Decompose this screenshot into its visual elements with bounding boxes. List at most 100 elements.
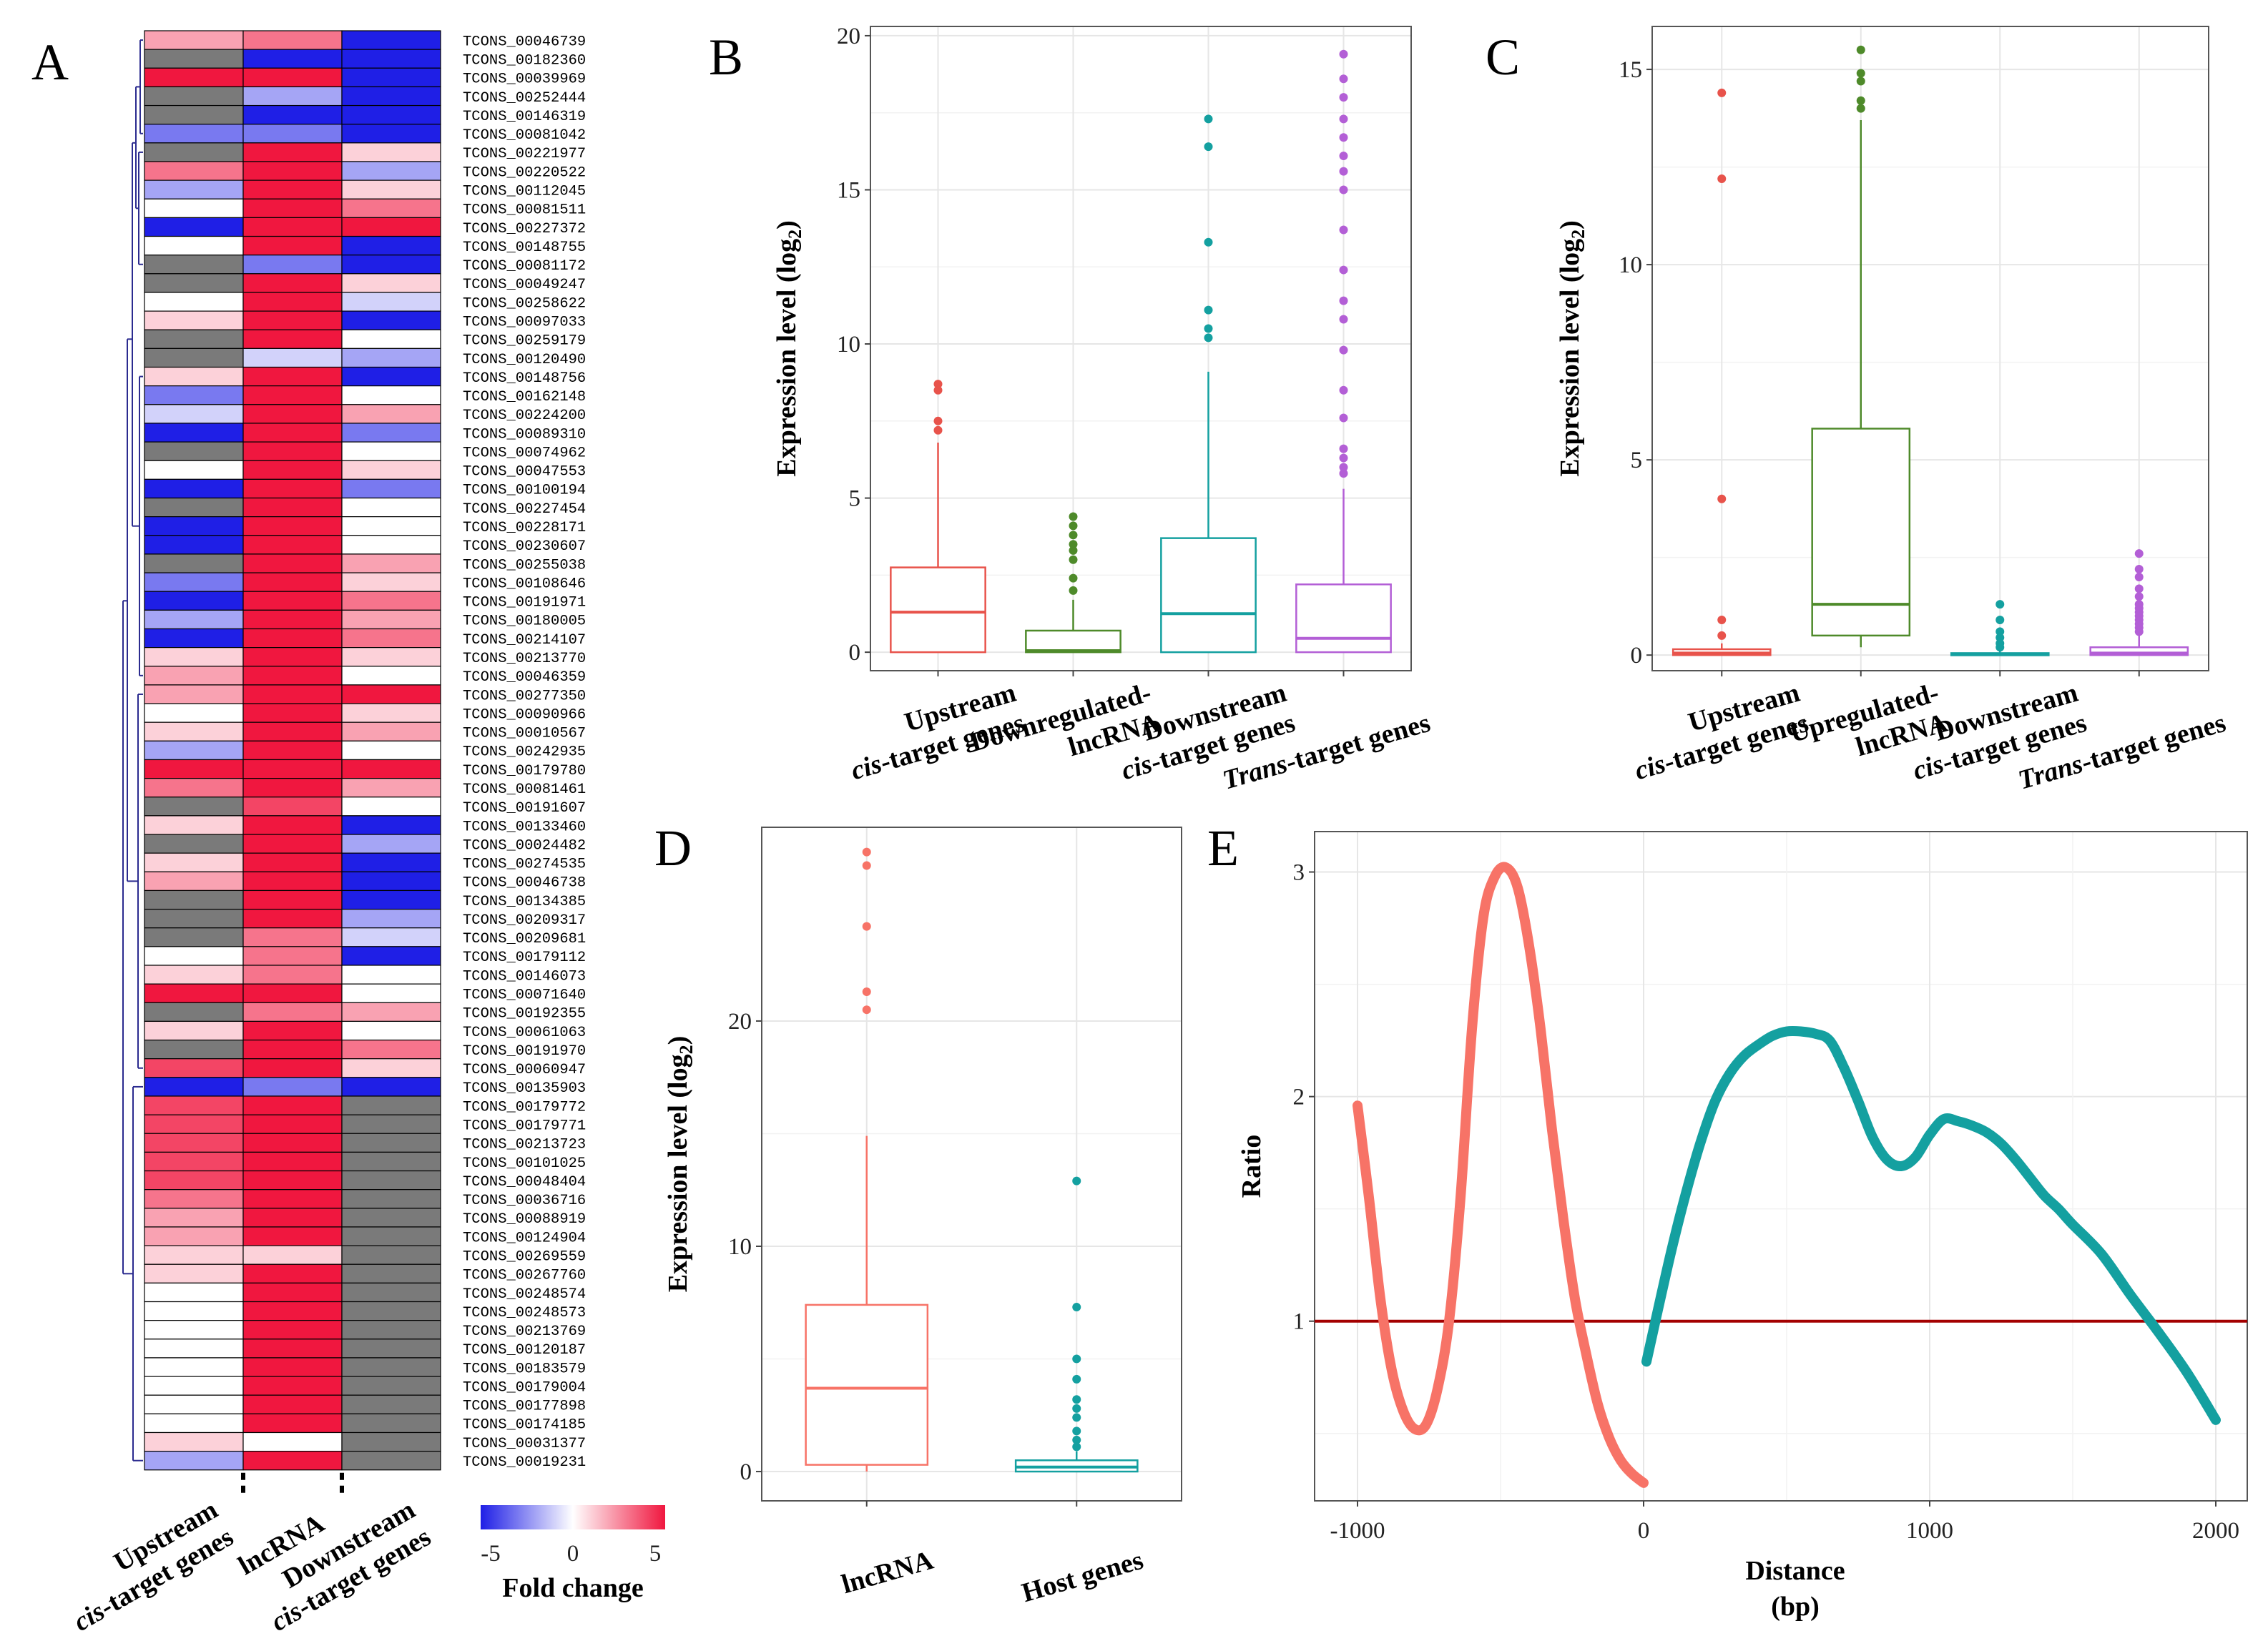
outlier-point (1856, 77, 1865, 86)
y-tick-label: 0 (740, 1459, 752, 1485)
y-axis-title: Ratio (1237, 1135, 1267, 1198)
heatmap-cell (341, 666, 441, 686)
row-label: TCONS_00227454 (463, 501, 586, 518)
heatmap-cell (242, 628, 343, 649)
heatmap-cell (242, 1133, 343, 1153)
heatmap-cell (242, 198, 343, 219)
heatmap-cell (144, 423, 244, 443)
outlier-point (1069, 573, 1078, 583)
heatmap-cell (341, 1114, 441, 1134)
row-label: TCONS_00049247 (463, 277, 586, 293)
heatmap-cell (242, 142, 343, 162)
outlier-point (2134, 592, 2144, 601)
heatmap-cell (341, 965, 441, 985)
heatmap-cell (242, 1058, 343, 1078)
outlier-point (1072, 1176, 1081, 1186)
heatmap-cell (341, 1320, 441, 1340)
row-label: TCONS_00179771 (463, 1118, 586, 1135)
heatmap-cell (144, 852, 244, 872)
outlier-point (1204, 333, 1213, 342)
outlier-point (1339, 152, 1348, 161)
row-label: TCONS_00248573 (463, 1305, 586, 1321)
heatmap-cell (242, 609, 343, 630)
row-label: TCONS_00162148 (463, 389, 586, 405)
heatmap-cell (341, 329, 441, 349)
y-axis-title-end: ) (772, 220, 802, 230)
heatmap-cell (144, 497, 244, 518)
x-axis-title: Distance (1745, 1556, 1845, 1586)
outlier-point (2134, 565, 2144, 574)
heatmap-cell (341, 366, 441, 387)
y-axis-title: Expression level (log2) (1555, 220, 1589, 477)
heatmap-cell (341, 1339, 441, 1359)
heatmap-cell (144, 647, 244, 667)
heatmap-cell (341, 871, 441, 892)
heatmap-cell (144, 1020, 244, 1041)
outlier-point (862, 922, 871, 931)
heatmap-cell (242, 1301, 343, 1321)
outlier-point (1995, 616, 2005, 625)
heatmap-cell (144, 1431, 244, 1452)
x-axis-subtitle: (bp) (1771, 1592, 1820, 1622)
heatmap-cell (242, 310, 343, 330)
row-label: TCONS_00277350 (463, 688, 586, 704)
heatmap-cell (144, 67, 244, 88)
outlier-point (1072, 1395, 1081, 1404)
heatmap-cell (341, 67, 441, 88)
heatmap-cell (341, 104, 441, 125)
row-label: TCONS_00221977 (463, 146, 586, 162)
heatmap-cell (144, 366, 244, 387)
heatmap-cell (242, 1431, 343, 1452)
colorbar-tick-label: 0 (567, 1541, 579, 1567)
ratio-curve-upstream (1353, 862, 1649, 1488)
heatmap-cell (341, 834, 441, 854)
outlier-point (1339, 315, 1348, 324)
y-axis-title: Expression level (log2) (663, 1036, 697, 1293)
outlier-point (1995, 600, 2005, 609)
heatmap-cell (242, 1245, 343, 1265)
heatmap-cell (242, 460, 343, 480)
row-label: TCONS_00192355 (463, 1006, 586, 1022)
outlier-point (1204, 324, 1213, 333)
heatmap-cell (144, 628, 244, 649)
heatmap-cell (144, 478, 244, 499)
y-tick-label: 20 (728, 1009, 752, 1035)
heatmap-cell (144, 591, 244, 611)
y-tick-label: 15 (837, 177, 860, 203)
heatmap-cell (242, 1451, 343, 1471)
heatmap-cell (242, 740, 343, 761)
heatmap-cell (341, 777, 441, 798)
heatmap-cell (341, 497, 441, 518)
heatmap-cell (341, 1301, 441, 1321)
heatmap-cell (341, 255, 441, 275)
heatmap-cell (242, 404, 343, 424)
heatmap-cell (341, 983, 441, 1003)
row-label: TCONS_00259179 (463, 333, 586, 350)
outlier-point (1339, 133, 1348, 142)
heatmap-cell (341, 1077, 441, 1097)
row-label: TCONS_00191607 (463, 800, 586, 817)
row-label: TCONS_00133460 (463, 819, 586, 835)
heatmap-cell (242, 1002, 343, 1022)
outlier-point (1339, 469, 1348, 478)
row-label: TCONS_00089310 (463, 426, 586, 443)
outlier-point (933, 416, 943, 425)
row-label: TCONS_00010567 (463, 726, 586, 742)
heatmap-cell (242, 1282, 343, 1303)
outlier-point (1856, 69, 1865, 78)
x-category-label-line-part-1: -target genes (1282, 708, 1433, 778)
outlier-point (1339, 444, 1348, 453)
row-label: TCONS_00134385 (463, 894, 586, 910)
heatmap-cell (242, 1151, 343, 1172)
colorbar-title: Fold change (502, 1573, 643, 1603)
heatmap-cell (144, 124, 244, 144)
heatmap-cell (341, 385, 441, 405)
heatmap-cell (144, 1451, 244, 1471)
outlier-point (1717, 631, 1727, 640)
x-category-label-line-part-0: Trans (2015, 749, 2086, 796)
row-label: TCONS_00046739 (463, 34, 586, 50)
y-tick-label: 0 (1631, 643, 1643, 669)
outlier-point (1069, 540, 1078, 549)
heatmap-cell (144, 1095, 244, 1115)
heatmap-cell (144, 1245, 244, 1265)
